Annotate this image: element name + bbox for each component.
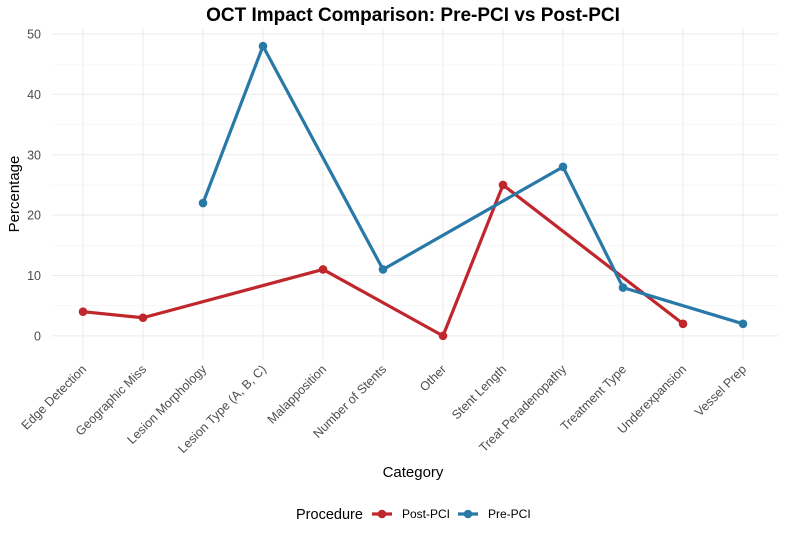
data-point (438, 331, 448, 341)
data-point (198, 198, 208, 208)
legend: Procedure Post-PCI Pre-PCI (296, 507, 531, 523)
data-point (378, 265, 388, 274)
data-point (738, 319, 748, 329)
data-point (498, 180, 508, 190)
x-tick-label: Stent Length (449, 362, 509, 422)
x-axis-title: Category (383, 464, 444, 481)
y-axis-ticks: 0 10 20 30 40 50 (27, 28, 41, 344)
y-tick-label: 30 (27, 148, 41, 162)
chart-title: OCT Impact Comparison: Pre-PCI vs Post-P… (206, 5, 620, 26)
x-tick-label: Other (417, 362, 449, 394)
legend-key-point (463, 509, 473, 519)
series-layer (78, 41, 748, 341)
data-point (618, 283, 628, 292)
legend-item-post-pci: Post-PCI (372, 507, 450, 521)
legend-title: Procedure (296, 507, 363, 523)
y-tick-label: 40 (27, 88, 41, 102)
y-tick-label: 20 (27, 209, 41, 223)
data-point (318, 265, 328, 274)
data-point (78, 307, 88, 317)
grid (52, 28, 778, 360)
y-tick-label: 0 (34, 329, 41, 343)
y-tick-label: 50 (27, 28, 41, 42)
data-point (138, 313, 148, 323)
legend-label: Post-PCI (402, 507, 450, 521)
series-line (201, 44, 745, 326)
series-pre-pci (198, 41, 748, 329)
legend-label: Pre-PCI (488, 507, 531, 521)
data-point (258, 41, 268, 51)
series-post-pci (78, 180, 688, 341)
x-tick-label: Vessel Prep (692, 362, 749, 419)
legend-key-point (377, 509, 387, 519)
x-tick-label: Malapposition (265, 362, 329, 426)
legend-item-pre-pci: Pre-PCI (458, 507, 531, 521)
data-point (678, 319, 688, 329)
data-point (558, 162, 568, 172)
series-line (81, 183, 685, 338)
y-axis-title: Percentage (6, 156, 23, 233)
y-tick-label: 10 (27, 269, 41, 283)
